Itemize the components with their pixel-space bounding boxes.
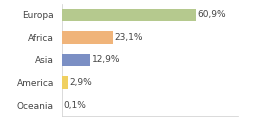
Bar: [62, 76, 68, 89]
Text: 0,1%: 0,1%: [64, 101, 87, 110]
Bar: [62, 9, 196, 21]
Text: 23,1%: 23,1%: [114, 33, 143, 42]
Text: 2,9%: 2,9%: [70, 78, 92, 87]
Text: 12,9%: 12,9%: [92, 55, 120, 64]
Bar: [62, 54, 90, 66]
Text: 60,9%: 60,9%: [198, 10, 226, 19]
Bar: [62, 31, 113, 44]
